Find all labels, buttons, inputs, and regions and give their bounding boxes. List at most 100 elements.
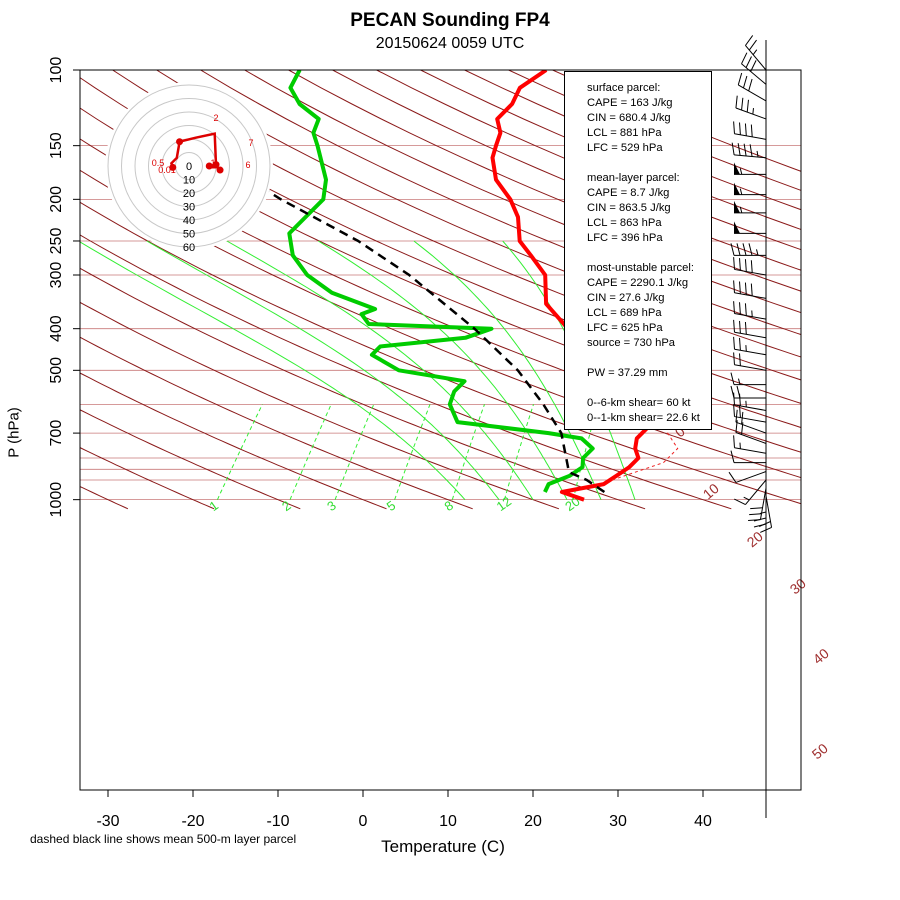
barb-shaft: [734, 313, 767, 320]
barb-flag: [733, 336, 735, 350]
barb-flag: [739, 405, 741, 418]
wind-barb: [748, 488, 767, 521]
barb-half-flag: [756, 249, 759, 256]
barb-flag: [739, 353, 741, 366]
barb-flag: [749, 513, 762, 516]
dry-adiabat-line: [376, 70, 801, 251]
moist-adiabat-line: [226, 240, 534, 500]
barb-shaft: [745, 45, 767, 71]
barb-half-flag: [739, 168, 743, 175]
barb-flag: [742, 243, 747, 256]
barb-flag: [749, 144, 753, 157]
barb-flag: [744, 321, 747, 335]
barb-flag: [730, 243, 735, 256]
wind-barb: [730, 372, 766, 386]
wind-barb: [733, 319, 767, 339]
hodograph-point: [169, 163, 177, 171]
x-tick-label: -10: [266, 813, 289, 830]
wind-barb: [733, 336, 767, 356]
x-tick-label: 20: [524, 813, 542, 830]
dry-adiabat-label: 30: [787, 575, 809, 597]
hodograph-ring-label: 50: [183, 229, 195, 241]
wind-barb: [731, 142, 767, 159]
hodograph-point-label: 6: [245, 160, 250, 170]
wind-barbs: [728, 35, 773, 818]
dry-adiabat-line: [112, 70, 801, 381]
barb-flag: [745, 56, 752, 68]
y-axis-label: P (hPa): [5, 407, 23, 458]
barb-shaft: [735, 471, 767, 483]
mu-cape: CAPE = 2290.1 J/kg: [587, 277, 689, 289]
p-tick-label: 250: [48, 228, 65, 255]
hodograph-point: [205, 162, 213, 170]
hodograph-ring: [148, 125, 230, 207]
barb-flag: [730, 372, 735, 385]
wind-barb: [733, 257, 767, 276]
barb-flag: [748, 519, 761, 521]
surface-cape: CAPE = 163 J/kg: [587, 97, 673, 109]
dry-adiabat-line: [80, 372, 387, 510]
moist-adiabat-line: [318, 240, 568, 500]
mixing-ratio-label: 5: [384, 498, 399, 514]
barb-shaft: [759, 488, 767, 520]
x-axis-label: Temperature (C): [381, 837, 505, 856]
surface-lfc: LFC = 529 hPa: [587, 142, 663, 154]
barb-flag: [733, 392, 735, 405]
mixing-ratio-line: [334, 404, 375, 500]
mixing-ratio-line: [289, 404, 332, 500]
dry-adiabat-line: [80, 447, 215, 510]
dry-adiabat-line: [200, 70, 801, 336]
barb-flag: [741, 97, 744, 111]
barb-flag: [750, 124, 753, 137]
hodograph-ring-label: 40: [183, 215, 195, 227]
p-tick-label: 150: [48, 132, 65, 159]
barb-flag: [744, 123, 747, 136]
wind-barb: [737, 72, 767, 102]
chart-subtitle: 20150624 0059 UTC: [375, 35, 525, 52]
barb-flag: [733, 404, 735, 417]
barb-pennant: [734, 162, 740, 175]
shear-0-1km: 0--1-km shear= 22.6 kt: [587, 412, 700, 424]
barb-half-flag: [752, 107, 754, 115]
hodograph-point-label: 1: [210, 158, 215, 168]
x-tick-label: 30: [609, 813, 627, 830]
barb-flag: [735, 95, 738, 109]
hodograph-point-label: 0.5: [152, 158, 165, 168]
mu-cin: CIN = 27.6 J/kg: [587, 292, 665, 304]
p-tick-label: 200: [48, 186, 65, 213]
barb-flag: [733, 435, 735, 448]
p-tick-label: 400: [48, 315, 65, 342]
ml-cin: CIN = 863.5 J/kg: [587, 202, 671, 214]
mu-parcel-header: most-unstable parcel:: [587, 262, 694, 274]
x-tick-label: -20: [181, 813, 204, 830]
barb-flag: [750, 283, 753, 296]
barb-half-flag: [739, 206, 743, 213]
hodograph-point: [216, 166, 224, 174]
axes: -30 -20 -10 0 10 20 30 401001502002503004005007…: [48, 57, 712, 830]
barb-flag: [744, 282, 747, 295]
mu-source: source = 730 hPa: [587, 337, 676, 349]
mixing-ratio-label: 2: [279, 498, 294, 514]
barb-shaft: [734, 404, 767, 411]
wind-barb: [745, 35, 767, 71]
wind-barb: [728, 471, 767, 483]
barb-flag: [730, 450, 735, 463]
barb-shaft: [734, 154, 767, 159]
wind-barb: [733, 435, 767, 454]
barb-flag: [737, 72, 743, 86]
wind-barb: [734, 182, 766, 196]
dry-adiabat-line: [332, 70, 801, 271]
wind-barb: [730, 243, 766, 256]
barb-flag: [743, 75, 748, 89]
hodograph-ring-label: 0: [186, 161, 192, 173]
wind-barb: [734, 221, 766, 234]
wind-barb: [730, 450, 766, 464]
barb-shaft: [734, 447, 767, 454]
parcel-line: [248, 178, 606, 494]
barb-flag: [733, 280, 735, 293]
wind-barb: [733, 392, 767, 411]
barb-flag: [744, 303, 747, 316]
barb-pennant: [734, 221, 740, 234]
